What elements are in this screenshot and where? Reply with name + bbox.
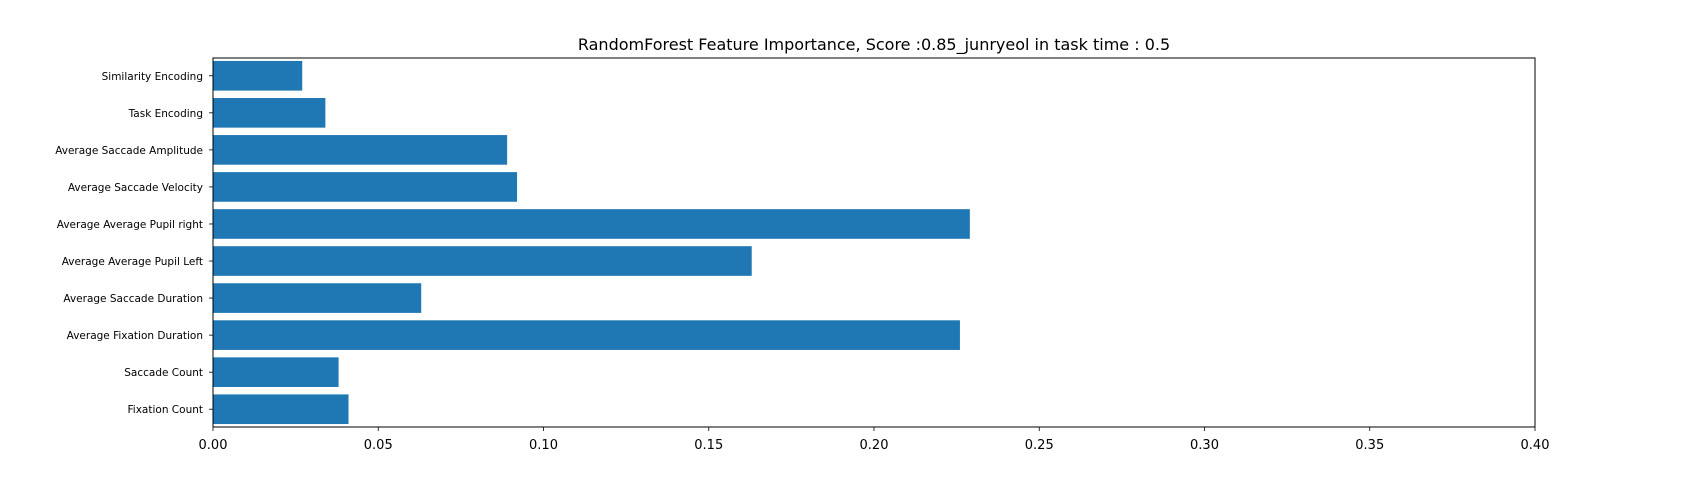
bars-layer xyxy=(213,60,970,425)
y-tick-label: Fixation Count xyxy=(128,404,203,416)
x-tick-label: 0.10 xyxy=(529,438,558,453)
y-tick-label: Average Fixation Duration xyxy=(67,330,203,342)
y-tick-label: Saccade Count xyxy=(124,367,203,379)
x-tick-label: 0.30 xyxy=(1190,438,1219,453)
bar-8 xyxy=(213,98,326,128)
y-axis: Fixation Count Saccade Count Average Fixat… xyxy=(55,71,213,416)
plot-frame xyxy=(212,57,1536,428)
y-tick-label: Average Average Pupil right xyxy=(57,219,203,231)
y-tick-label: Average Saccade Duration xyxy=(63,293,203,305)
bar-7 xyxy=(213,135,508,165)
bar-4 xyxy=(213,246,752,276)
y-tick-label: Average Saccade Velocity xyxy=(68,182,203,194)
x-axis: 0.00 0.05 0.10 0.15 0.20 0.25 0.30 0.35 0.40 xyxy=(199,427,1550,453)
x-tick-label: 0.05 xyxy=(364,438,393,453)
y-tick-label: Similarity Encoding xyxy=(102,71,203,83)
chart-title: RandomForest Feature Importance, Score :… xyxy=(578,35,1170,55)
x-tick-label: 0.20 xyxy=(860,438,889,453)
x-tick-label: 0.00 xyxy=(199,438,228,453)
bar-3 xyxy=(213,283,422,313)
x-tick-label: 0.35 xyxy=(1355,438,1384,453)
x-tick-label: 0.25 xyxy=(1025,438,1054,453)
y-tick-label: Average Average Pupil Left xyxy=(62,256,203,268)
bar-1 xyxy=(213,357,339,387)
bar-6 xyxy=(213,172,518,202)
x-tick-label: 0.40 xyxy=(1521,438,1550,453)
bar-0 xyxy=(213,394,349,425)
y-tick-label: Average Saccade Amplitude xyxy=(55,145,203,157)
y-tick-label: Task Encoding xyxy=(128,108,203,120)
bar-9 xyxy=(213,60,303,91)
x-tick-label: 0.15 xyxy=(694,438,723,453)
bar-5 xyxy=(213,209,970,239)
bar-2 xyxy=(213,320,960,350)
